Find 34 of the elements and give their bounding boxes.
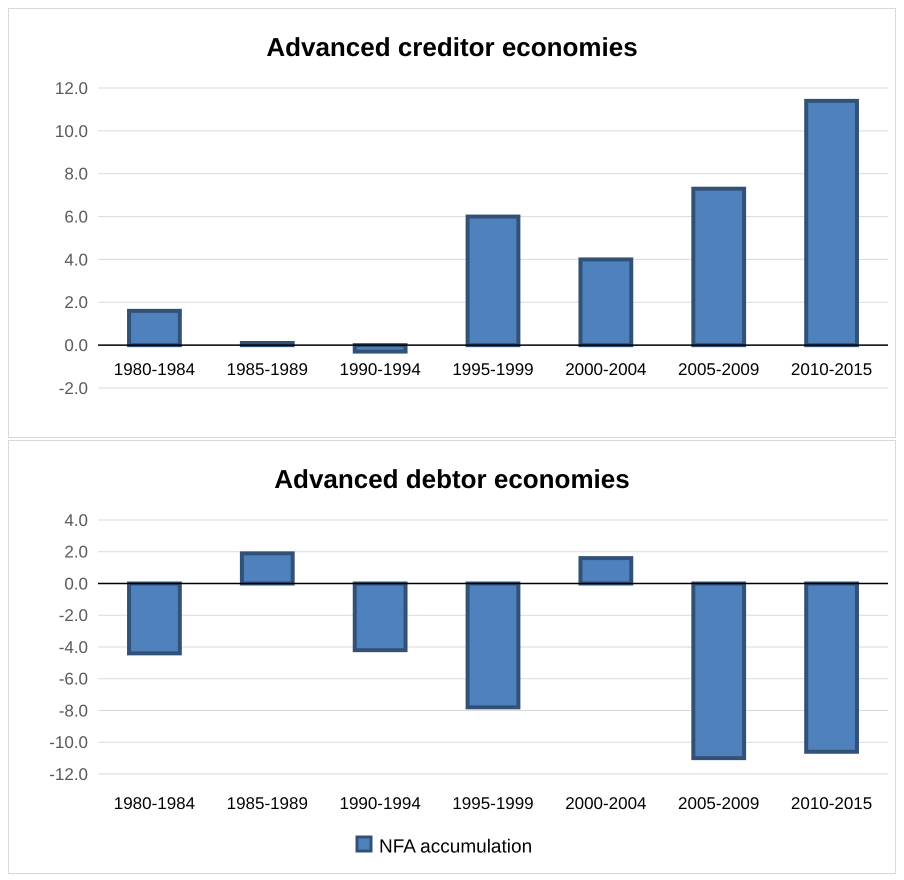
x-tick-label: 1990-1994: [339, 360, 421, 380]
y-tick-label: 0.0: [64, 336, 88, 356]
y-tick-label: 12.0: [54, 78, 88, 98]
y-tick-label: -8.0: [58, 701, 88, 720]
x-tick-label: 1990-1994: [339, 794, 421, 813]
y-tick-label: 4.0: [64, 510, 88, 530]
x-tick-label: 2005-2009: [678, 360, 760, 380]
x-tick-label: 1980-1984: [114, 794, 196, 813]
x-tick-label: 1985-1989: [226, 794, 308, 813]
y-tick-label: -10.0: [49, 733, 88, 752]
x-tick-label: 1980-1984: [114, 360, 196, 380]
x-tick-label: 1995-1999: [452, 360, 534, 380]
y-tick-label: -6.0: [58, 670, 88, 689]
y-tick-label: 2.0: [64, 293, 88, 312]
y-tick-label: 6.0: [64, 208, 88, 227]
x-tick-label: 2010-2015: [790, 360, 872, 380]
chart-title: Advanced creditor economies: [266, 32, 638, 62]
y-tick-label: 4.0: [64, 250, 88, 270]
x-tick-label: 2000-2004: [565, 360, 647, 380]
y-tick-label: 0.0: [64, 574, 88, 594]
x-tick-label: 2010-2015: [790, 794, 872, 813]
y-tick-label: -4.0: [58, 638, 88, 657]
y-tick-label: -2.0: [58, 606, 88, 626]
y-tick-label: 10.0: [54, 122, 88, 141]
x-tick-label: 2000-2004: [565, 794, 647, 813]
x-tick-label: 2005-2009: [678, 794, 760, 813]
y-tick-label: -12.0: [49, 764, 88, 784]
y-tick-label: -2.0: [58, 378, 88, 398]
x-tick-label: 1995-1999: [452, 794, 534, 813]
chart-title: Advanced debtor economies: [274, 464, 630, 494]
y-tick-label: 2.0: [64, 542, 88, 562]
x-tick-label: 1985-1989: [226, 360, 308, 380]
y-tick-label: 8.0: [64, 164, 88, 184]
legend-label: NFA accumulation: [379, 836, 532, 858]
